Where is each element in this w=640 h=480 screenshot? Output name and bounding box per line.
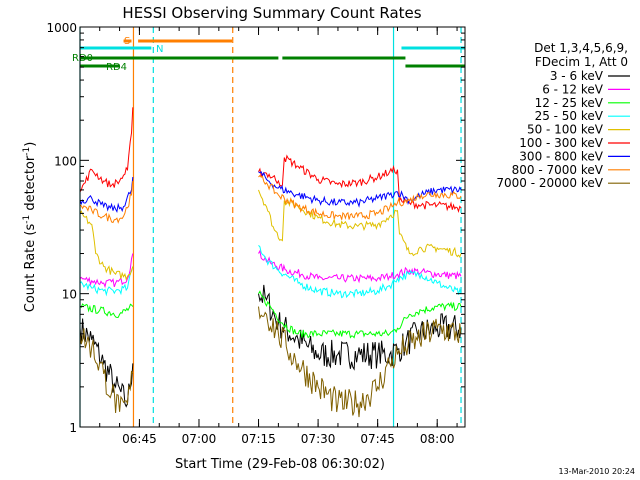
flag-label-n: N: [156, 44, 163, 55]
series-line-7000-20000-kev: [80, 328, 134, 414]
series-line-300-800-kev: [80, 176, 134, 213]
y-axis-title-mid: detector: [23, 155, 38, 215]
y-axis: 1 10 100 1000: [46, 21, 465, 435]
series-line-12-25-kev: [258, 290, 462, 339]
legend-label: 300 - 800 keV: [519, 149, 603, 163]
x-tick-label: 07:15: [241, 432, 276, 446]
series-layer: [80, 107, 462, 418]
series-line-7000-20000-kev: [258, 306, 462, 418]
legend-label: 7000 - 20000 keV: [496, 176, 603, 190]
legend-label: 3 - 6 keV: [550, 69, 604, 83]
x-tick-label: 07:45: [360, 432, 395, 446]
series-line-800-7000-kev: [80, 180, 134, 224]
series-line-25-50-kev: [258, 245, 462, 299]
series-line-6-12-kev: [80, 253, 134, 289]
saa-lines: [132, 27, 234, 427]
legend-label: 50 - 100 keV: [527, 123, 604, 137]
y-axis-title-sup2: -1: [22, 147, 32, 156]
y-tick-label: 1: [69, 421, 77, 435]
x-axis: 06:45 07:00 07:15 07:30 07:45 08:00: [99, 27, 458, 446]
legend-label: 800 - 7000 keV: [512, 163, 604, 177]
flags-layer: S N RD0 RD4: [72, 36, 465, 73]
legend-label: 100 - 300 keV: [519, 136, 603, 150]
x-tick-label: 07:30: [301, 432, 336, 446]
y-tick-label: 1000: [46, 21, 77, 35]
legend-label: 12 - 25 keV: [535, 96, 604, 110]
x-tick-label: 06:45: [122, 432, 157, 446]
y-axis-title-main: Count Rate (s: [23, 224, 38, 313]
legend-header-line-2: FDecim 1, Att 0: [535, 55, 628, 69]
series-line-100-300-kev: [80, 107, 134, 193]
x-axis-title: Start Time (29-Feb-08 06:30:02): [175, 457, 385, 472]
plot-frame: [79, 26, 466, 428]
series-line-50-100-kev: [80, 210, 134, 281]
series-line-800-7000-kev: [258, 174, 462, 220]
x-tick-label: 08:00: [420, 432, 455, 446]
chart-title: HESSI Observing Summary Count Rates: [122, 4, 421, 22]
legend-header-line-1: Det 1,3,4,5,6,9,: [534, 41, 628, 55]
legend-label: 6 - 12 keV: [542, 82, 604, 96]
y-axis-title: Count Rate (s-1 detector-1): [22, 142, 38, 313]
y-axis-title-end: ): [23, 142, 38, 147]
flag-label-rd4: RD4: [106, 62, 127, 73]
x-tick-label: 07:00: [182, 432, 217, 446]
series-line-100-300-kev: [258, 154, 462, 214]
series-line-300-800-kev: [258, 171, 462, 208]
flag-label-s: S: [124, 36, 130, 47]
y-axis-title-sup1: -1: [22, 215, 32, 224]
series-line-25-50-kev: [80, 266, 134, 297]
y-tick-label: 10: [62, 288, 77, 302]
flag-label-rd0: RD0: [72, 53, 93, 64]
y-tick-label: 100: [54, 154, 77, 168]
series-line-12-25-kev: [80, 303, 134, 319]
footer-date: 13-Mar-2010 20:24: [559, 467, 636, 476]
legend: Det 1,3,4,5,6,9, FDecim 1, Att 0 3 - 6 k…: [496, 41, 630, 190]
series-line-6-12-kev: [258, 249, 462, 284]
legend-label: 25 - 50 keV: [535, 109, 604, 123]
